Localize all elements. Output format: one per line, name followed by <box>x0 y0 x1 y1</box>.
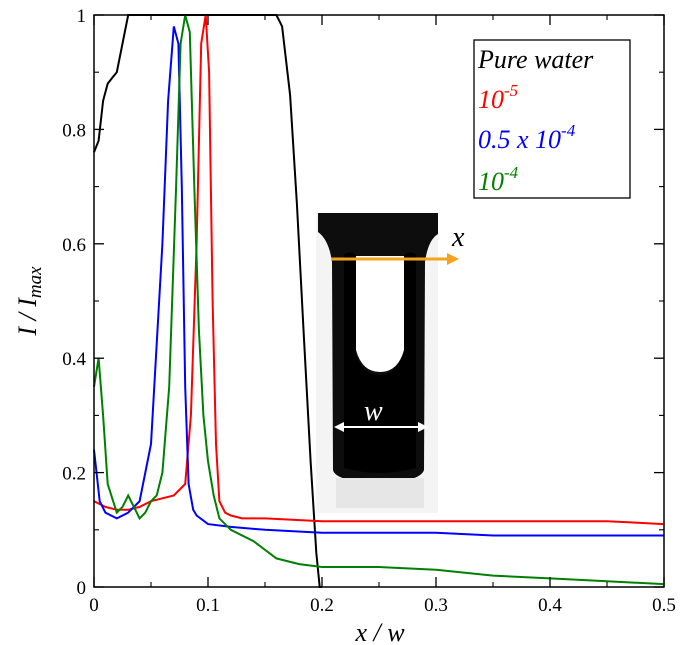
svg-text:I / Imax: I / Imax <box>13 266 46 337</box>
legend-box <box>473 39 631 199</box>
x-tick-label: 0 <box>89 595 99 616</box>
y-tick-label: 0.8 <box>62 120 86 141</box>
legend: Pure water 10-5 0.5 x 10-4 10-4 <box>477 45 594 196</box>
legend-entry-3: 10-4 <box>478 163 519 196</box>
series-line-3 <box>93 14 665 586</box>
legend-entry-0: Pure water <box>477 45 594 74</box>
inset-w-arrow <box>334 422 428 432</box>
y-axis-title-sub: max <box>25 266 46 298</box>
y-axis-title-main: I / I <box>13 297 42 337</box>
y-tick-label: 0.6 <box>62 235 86 256</box>
x-tick-label: 0.1 <box>196 595 220 616</box>
y-tick-label: 0.4 <box>62 349 86 370</box>
y-tick-label: 0 <box>77 578 87 599</box>
inset-x-arrow <box>331 253 459 265</box>
y-axis-title: I / Imax <box>13 266 46 337</box>
x-axis-title: x / w <box>354 618 405 645</box>
series-line-2 <box>93 26 664 537</box>
inset-x-label: x <box>451 222 465 253</box>
legend-entry-2: 0.5 x 10-4 <box>478 121 576 154</box>
ticks-layer: 0 0.1 0.2 0.3 0.4 0.5 0 0.2 0.4 0.6 0.8 1 <box>62 6 676 616</box>
x-tick-label: 0.3 <box>424 595 448 616</box>
x-tick-label: 0.4 <box>538 595 562 616</box>
inset-image <box>316 213 438 513</box>
series-line-1 <box>93 14 665 526</box>
x-tick-label: 0.2 <box>310 595 334 616</box>
inset-w-label: w <box>364 396 383 427</box>
series-line-0 <box>93 14 322 588</box>
y-tick-label: 1 <box>77 6 87 27</box>
x-tick-label: 0.5 <box>652 595 676 616</box>
y-tick-label: 0.2 <box>62 464 86 485</box>
legend-entry-1: 10-5 <box>478 81 518 114</box>
